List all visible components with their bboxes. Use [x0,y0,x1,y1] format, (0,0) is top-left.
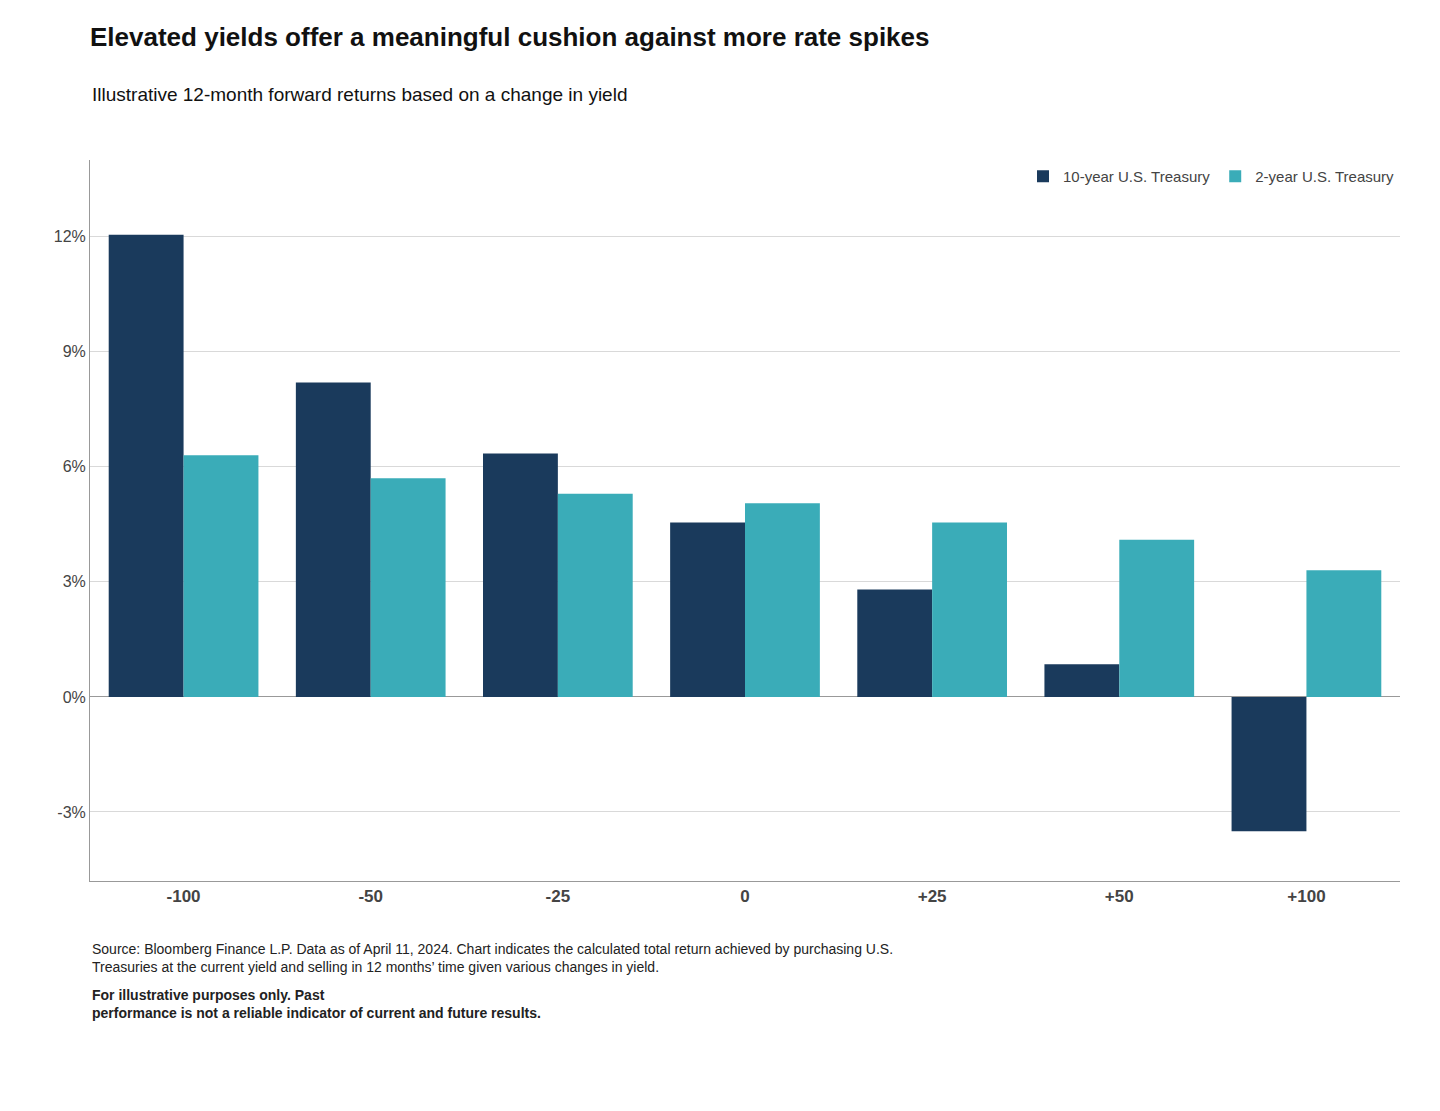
svg-text:-100: -100 [167,887,201,906]
svg-text:10-year U.S. Treasury: 10-year U.S. Treasury [1063,168,1210,185]
svg-text:Illustrative 12-month forward: Illustrative 12-month forward returns ba… [92,84,627,105]
svg-text:6%: 6% [63,458,86,475]
svg-text:For illustrative purposes only: For illustrative purposes only. Pastperf… [92,987,541,1021]
svg-text:Source: Bloomberg Finance L.P.: Source: Bloomberg Finance L.P. Data as o… [92,941,893,975]
svg-text:9%: 9% [63,343,86,360]
svg-text:-50: -50 [358,887,383,906]
svg-text:-3%: -3% [57,804,85,821]
svg-text:-25: -25 [546,887,571,906]
svg-text:12%: 12% [54,228,86,245]
svg-text:+25: +25 [918,887,947,906]
svg-text:+100: +100 [1287,887,1325,906]
svg-text:3%: 3% [63,573,86,590]
svg-text:Elevated yields offer a meanin: Elevated yields offer a meaningful cushi… [90,22,930,52]
svg-text:0%: 0% [63,689,86,706]
svg-text:0: 0 [740,887,749,906]
svg-text:2-year U.S. Treasury: 2-year U.S. Treasury [1255,168,1394,185]
svg-text:+50: +50 [1105,887,1134,906]
